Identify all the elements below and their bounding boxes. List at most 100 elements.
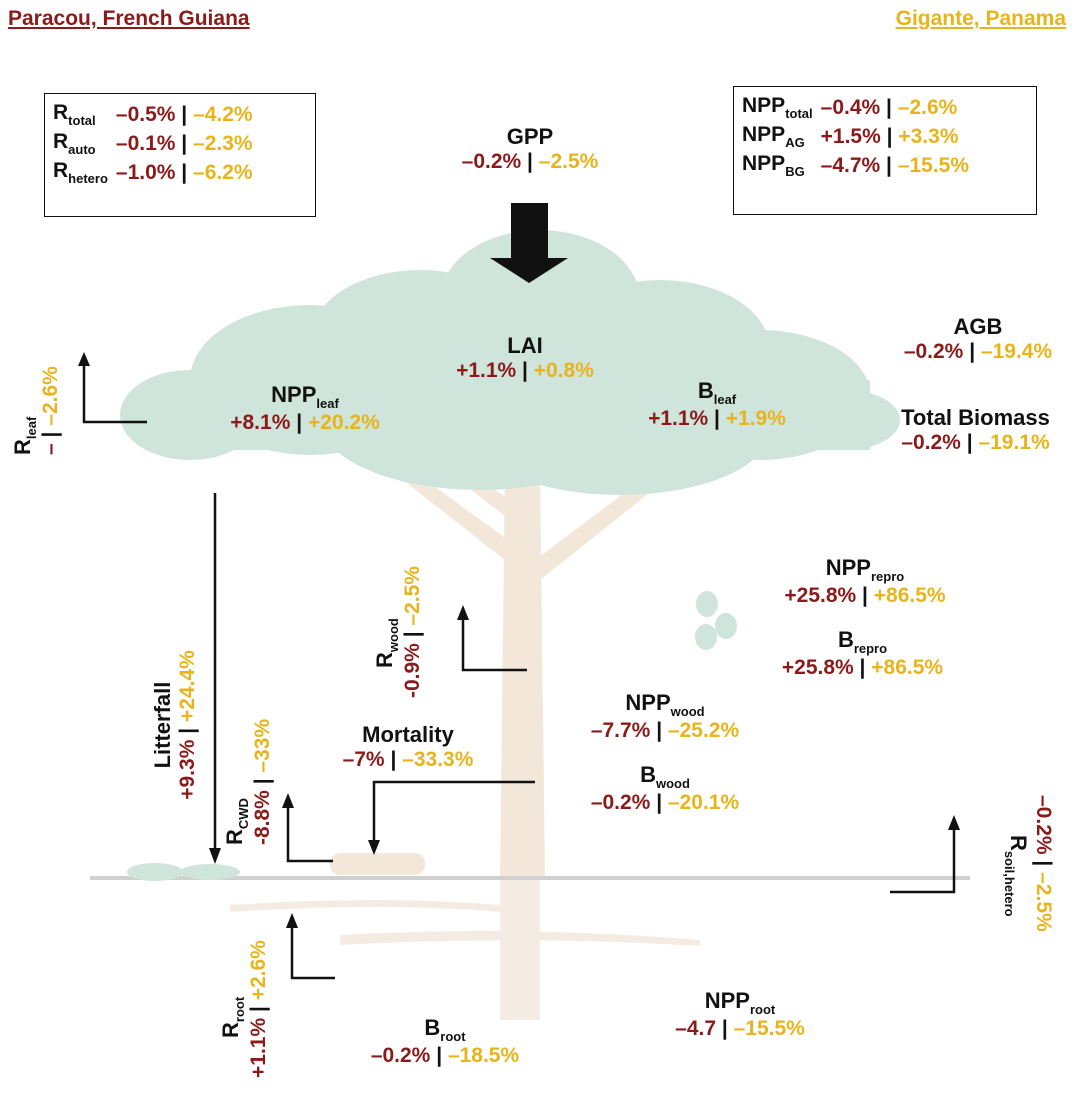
r-root-site1: +1.1% xyxy=(247,1017,270,1078)
npp-bg-sub: BG xyxy=(785,164,805,179)
b-leaf-site1: +1.1% xyxy=(648,407,709,430)
b-root-label: B xyxy=(424,1015,441,1040)
separator: | xyxy=(181,102,188,126)
r-cwd-arrow xyxy=(286,800,333,863)
separator: | xyxy=(181,160,188,184)
separator: | xyxy=(39,431,62,438)
r-cwd-site1: -8.8% xyxy=(251,790,274,845)
separator: | xyxy=(966,431,973,454)
npp-wood-site2: –25.2% xyxy=(667,719,740,742)
r-root-label: R xyxy=(218,1022,243,1038)
b-root-site1: –0.2% xyxy=(370,1044,431,1067)
r-cwd-node: RCWD -8.8% | –33% xyxy=(222,719,275,845)
r-root-arrow xyxy=(290,920,335,980)
separator: | xyxy=(181,131,188,155)
b-wood-site2: –20.1% xyxy=(667,791,740,814)
gpp-site2: –2.5% xyxy=(538,150,599,173)
npp-root-site2: –15.5% xyxy=(733,1017,805,1040)
site-title-right: Gigante, Panama xyxy=(895,7,1066,30)
npp-root-label: NPP xyxy=(704,988,750,1013)
npp-repro-node: NPPrepro +25.8% | +86.5% xyxy=(760,555,970,608)
r-leaf-label: R xyxy=(10,439,35,455)
npp-wood-sub: wood xyxy=(670,704,705,719)
npp-leaf-site2: +20.2% xyxy=(307,411,380,434)
npp-ag-site2: +3.3% xyxy=(898,124,959,148)
total-biomass-label: Total Biomass xyxy=(901,405,1050,430)
separator: | xyxy=(296,411,303,434)
npp-leaf-node: NPPleaf +8.1% | +20.2% xyxy=(195,382,415,435)
resp-hetero-site1: –1.0% xyxy=(115,160,176,184)
b-root-site2: –18.5% xyxy=(447,1044,520,1067)
separator: | xyxy=(527,150,533,173)
r-root-site2: +2.6% xyxy=(247,940,270,1001)
b-leaf-site2: +1.9% xyxy=(725,407,786,430)
resp-auto-site1: –0.1% xyxy=(115,131,176,155)
resp-total-site2: –4.2% xyxy=(193,102,253,126)
npp-ag-sub: AG xyxy=(785,135,805,150)
npp-root-node: NPProot –4.7 | –15.5% xyxy=(640,988,840,1041)
separator: | xyxy=(721,1017,728,1040)
npp-bg-site1: –4.7% xyxy=(820,153,881,177)
b-wood-sub: wood xyxy=(655,776,690,791)
r-soil-hetero-node: –0.2% | –2.5% Rsoil,hetero xyxy=(1002,795,1055,932)
resp-total-label: R xyxy=(53,101,69,124)
r-wood-arrow xyxy=(461,612,527,672)
resp-row-total: Rtotal –0.5% | –4.2% xyxy=(49,100,257,129)
b-leaf-sub: leaf xyxy=(713,392,737,407)
r-soil-site1: –0.2% xyxy=(1032,795,1055,855)
b-repro-site1: +25.8% xyxy=(781,656,854,679)
canopy xyxy=(120,230,900,495)
lai-label: LAI xyxy=(507,333,543,358)
separator: | xyxy=(969,340,976,363)
separator: | xyxy=(886,153,892,177)
r-root-sub: root xyxy=(232,996,247,1023)
npp-total-label: NPP xyxy=(742,94,786,117)
separator: | xyxy=(886,124,893,148)
separator: | xyxy=(251,778,274,785)
agb-site2: –19.4% xyxy=(980,340,1053,363)
separator: | xyxy=(401,631,424,638)
site-title-left: Paracou, French Guiana xyxy=(8,7,250,30)
npp-leaf-label: NPP xyxy=(271,382,317,407)
npp-total-site2: –2.6% xyxy=(897,95,958,119)
b-repro-node: Brepro +25.8% | +86.5% xyxy=(755,627,970,680)
roots xyxy=(230,880,700,1020)
b-root-node: Broot –0.2% | –18.5% xyxy=(340,1015,550,1068)
separator: | xyxy=(247,1006,270,1013)
b-repro-label: B xyxy=(837,627,854,652)
b-leaf-node: Bleaf +1.1% | +1.9% xyxy=(612,378,822,431)
b-repro-sub: repro xyxy=(853,641,888,656)
npp-ag-label: NPP xyxy=(742,123,786,146)
resp-total-sub: total xyxy=(68,113,96,128)
separator: | xyxy=(1032,860,1055,867)
resp-hetero-sub: hetero xyxy=(68,171,108,186)
npp-root-site1: –4.7 xyxy=(675,1017,717,1040)
r-leaf-sub: leaf xyxy=(24,416,39,440)
npp-repro-label: NPP xyxy=(825,555,871,580)
r-cwd-sub: CWD xyxy=(236,798,251,830)
npp-repro-site1: +25.8% xyxy=(784,584,857,607)
r-soil-arrow xyxy=(890,822,956,894)
gpp-arrow xyxy=(490,203,568,283)
npp-leaf-site1: +8.1% xyxy=(230,411,291,434)
npp-row-ag: NPPAG +1.5% | +3.3% xyxy=(738,122,973,151)
r-soil-label: R xyxy=(1006,835,1031,851)
npp-ag-site1: +1.5% xyxy=(820,124,881,148)
npp-leaf-sub: leaf xyxy=(316,396,339,411)
r-wood-node: Rwood -0.9% | –2.5% xyxy=(372,566,425,698)
separator: | xyxy=(656,719,663,742)
separator: | xyxy=(714,407,720,430)
b-wood-node: Bwood –0.2% | –20.1% xyxy=(565,762,765,815)
ground-shrub xyxy=(127,863,240,881)
r-soil-site2: –2.5% xyxy=(1032,872,1055,932)
resp-row-auto: Rauto –0.1% | –2.3% xyxy=(49,129,257,158)
total-biomass-site1: –0.2% xyxy=(901,431,961,454)
npp-summary-box: NPPtotal –0.4% | –2.6% NPPAG +1.5% | +3.… xyxy=(733,86,1037,215)
agb-node: AGB –0.2% | –19.4% xyxy=(878,314,1078,364)
total-biomass-site2: –19.1% xyxy=(978,431,1050,454)
npp-repro-sub: repro xyxy=(871,569,905,584)
b-leaf-label: B xyxy=(697,378,714,403)
lai-site2: +0.8% xyxy=(533,359,594,382)
r-leaf-arrow xyxy=(82,358,147,424)
